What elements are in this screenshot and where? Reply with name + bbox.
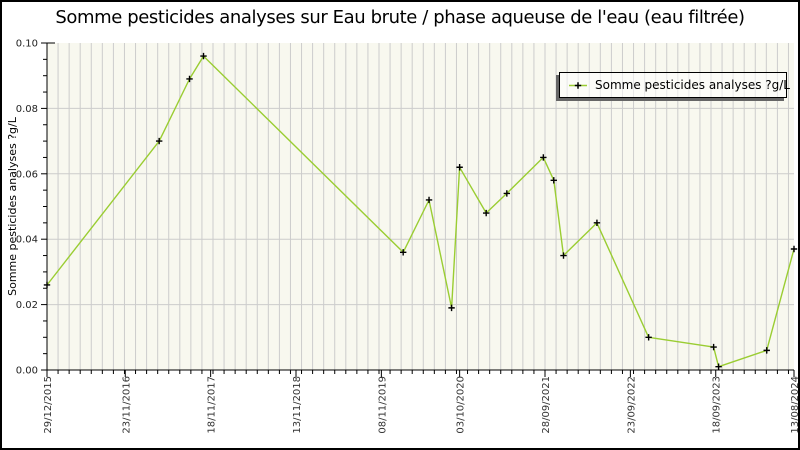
data-point-marker: [540, 154, 547, 161]
data-point-marker: [593, 219, 601, 227]
x-axis-tick-label: 29/12/2015: [43, 376, 54, 434]
legend-box: Somme pesticides analyses ?g/L: [559, 72, 790, 98]
y-axis-tick-label: 0.06: [16, 169, 38, 180]
y-axis-tick-label: 0.10: [16, 39, 38, 50]
x-axis-tick-label: 13/08/2024: [790, 376, 800, 434]
data-point-marker: [503, 190, 511, 197]
data-point-marker: [155, 137, 163, 145]
data-point-marker: [763, 347, 770, 354]
data-point-marker: [550, 177, 557, 184]
x-axis-tick-label: 23/11/2016: [121, 376, 132, 434]
x-axis-tick-label: 18/11/2017: [207, 376, 218, 434]
data-point-marker: [482, 209, 490, 217]
x-axis-tick-label: 08/11/2019: [377, 376, 388, 434]
data-point-marker: [186, 75, 193, 83]
y-axis-tick-label: 0.02: [16, 300, 38, 311]
y-axis-tick-label: 0.04: [16, 235, 38, 246]
y-axis-tick-label: 0.08: [16, 104, 38, 115]
data-point-marker: [560, 252, 567, 259]
chart-title: Somme pesticides analyses sur Eau brute …: [55, 7, 745, 28]
data-point-marker: [715, 363, 722, 370]
data-point-marker: [790, 245, 798, 253]
series-line-marker-icon: [569, 81, 587, 89]
data-point-marker: [645, 334, 652, 341]
x-axis-tick-label: 28/09/2021: [541, 376, 552, 434]
data-point-marker: [456, 164, 463, 171]
x-axis-tick-label: 23/09/2022: [626, 376, 637, 434]
data-point-marker: [200, 52, 207, 60]
data-point-marker: [448, 304, 455, 312]
data-point-marker: [43, 281, 51, 289]
y-axis-title: Somme pesticides analyses ?g/L: [6, 116, 19, 296]
y-axis-tick-label: 0.00: [16, 366, 38, 377]
data-point-marker: [399, 249, 407, 256]
x-axis-tick-label: 03/10/2020: [456, 376, 467, 434]
x-axis-tick-label: 13/11/2018: [292, 376, 303, 434]
data-point-marker: [425, 196, 433, 204]
x-axis-tick-label: 18/09/2023: [712, 376, 723, 434]
legend-label: Somme pesticides analyses ?g/L: [595, 78, 790, 92]
data-point-marker: [710, 343, 717, 351]
